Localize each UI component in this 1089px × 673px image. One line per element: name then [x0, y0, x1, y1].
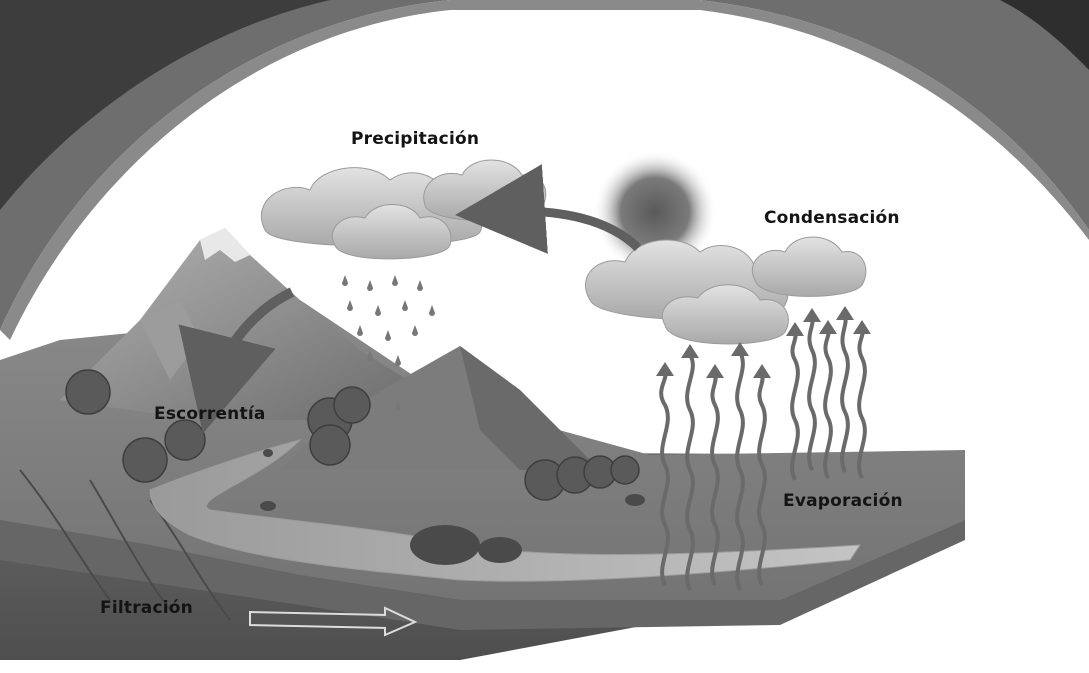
evaporation-arrow-icon	[853, 320, 871, 334]
rock-icon	[478, 537, 522, 563]
shrub-icon	[122, 437, 168, 483]
rain-drops	[342, 275, 435, 411]
shrub-icon	[333, 386, 371, 424]
shrub-icon	[164, 419, 206, 461]
evaporation-arrow-icon	[790, 331, 800, 481]
evaporation-label: Evaporación	[783, 491, 903, 511]
evaporation-arrow-icon	[706, 364, 724, 378]
evaporation-arrow-icon	[753, 364, 771, 378]
rain-drop-icon	[347, 300, 353, 311]
rock-icon	[625, 494, 645, 506]
outline-arrow-icon	[249, 606, 418, 637]
evaporation-arrow-icon	[819, 320, 837, 334]
evaporation-arrow-icon	[735, 351, 745, 591]
shrub-icon	[309, 424, 351, 466]
rain-drop-icon	[402, 300, 408, 311]
runoff-label: Escorrentía	[154, 404, 266, 424]
condensation-clouds	[584, 236, 867, 345]
evaporation-arrow-icon	[681, 344, 699, 358]
evaporation-arrow-icon	[803, 308, 821, 322]
evaporation-arrow-icon	[807, 317, 817, 471]
river	[149, 439, 861, 582]
evaporation-arrow-icon	[786, 322, 804, 336]
rain-drop-icon	[412, 325, 418, 336]
shrub-icon	[610, 455, 640, 485]
rain-drop-icon	[377, 378, 383, 389]
condensation-label: Condensación	[764, 208, 900, 228]
evaporation-arrow-icon	[731, 342, 749, 356]
rock-icon	[263, 449, 273, 457]
evaporation-arrow-icon	[757, 374, 767, 586]
evaporation-arrowheads	[656, 306, 871, 378]
evaporation-arrow-icon	[685, 353, 695, 591]
rain-drop-icon	[392, 275, 398, 286]
rain-drop-icon	[367, 350, 373, 361]
infiltration-label: Filtración	[100, 598, 193, 618]
rock-icon	[410, 525, 480, 565]
rain-drop-icon	[429, 305, 435, 316]
evaporation-arrow-icon	[840, 315, 850, 473]
rain-drop-icon	[385, 330, 391, 341]
evaporation-arrow-icon	[836, 306, 854, 320]
rain-drop-icon	[417, 280, 423, 291]
precipitation-clouds	[260, 159, 547, 260]
rain-drop-icon	[375, 305, 381, 316]
curved-arrow-icon	[455, 164, 642, 254]
shrub-icon	[65, 369, 111, 415]
rain-drop-icon	[395, 400, 401, 411]
evaporation-arrows	[659, 315, 867, 591]
evaporation-arrow-icon	[857, 329, 867, 479]
rain-drop-icon	[357, 325, 363, 336]
rocks	[260, 449, 645, 565]
curved-arrow-icon	[178, 287, 295, 434]
shrubs	[65, 369, 640, 501]
evaporation-arrow-icon	[710, 374, 720, 586]
evaporation-arrow-icon	[823, 329, 833, 479]
rain-drop-icon	[367, 280, 373, 291]
rain-drop-icon	[395, 355, 401, 366]
rain-drop-icon	[342, 275, 348, 286]
rock-icon	[260, 501, 276, 511]
precipitation-label: Precipitación	[351, 129, 480, 149]
evaporation-arrow-icon	[656, 362, 674, 376]
evaporation-arrow-icon	[659, 371, 670, 586]
